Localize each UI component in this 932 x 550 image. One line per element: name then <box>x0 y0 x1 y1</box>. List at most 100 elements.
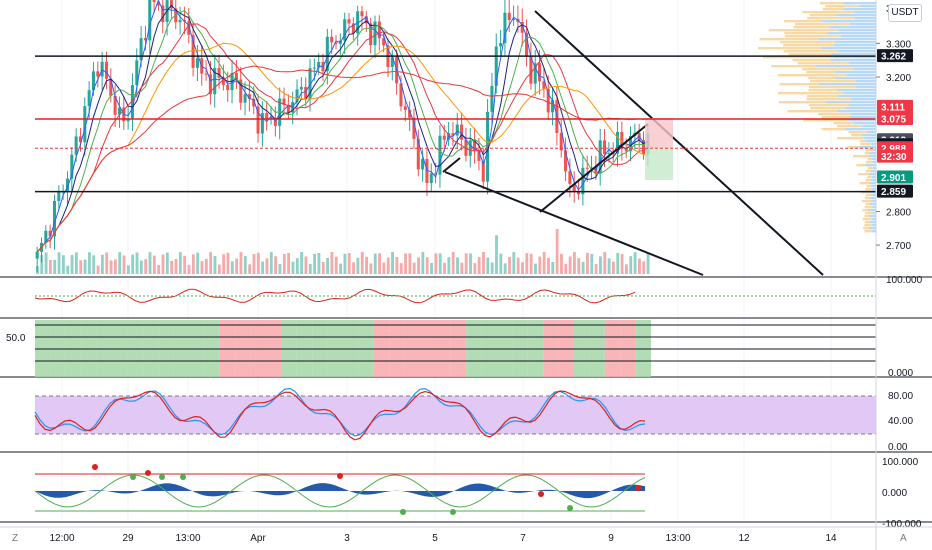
profile-bar <box>758 47 821 50</box>
signal-dot <box>538 491 544 497</box>
profile-bar <box>865 203 870 206</box>
candle-body <box>490 85 494 112</box>
candle-body <box>217 67 221 78</box>
price-axis[interactable]: 3.3003.2002.8002.7003.43.2623.1113.0753.… <box>875 0 913 550</box>
candle-body <box>169 0 173 9</box>
candle-body <box>594 167 598 174</box>
profile-bar <box>872 167 876 170</box>
signal-dot <box>337 473 343 479</box>
profile-bar <box>853 11 876 14</box>
candle-body <box>143 38 147 41</box>
profile-bar <box>834 56 876 59</box>
profile-bar <box>840 35 876 38</box>
time-tick-label: 12:00 <box>49 533 74 544</box>
candle-body <box>96 71 100 77</box>
profile-bar <box>869 152 876 155</box>
time-tick-label: 5 <box>432 533 438 544</box>
candle-body <box>78 136 82 143</box>
panel-axis-label: 80.00 <box>888 391 913 402</box>
candle-body <box>239 79 243 103</box>
volume-bar <box>213 255 217 274</box>
price-tag-label: 3.262 <box>881 52 906 63</box>
profile-bar <box>869 182 876 185</box>
volume-bar <box>66 265 70 274</box>
profile-bar <box>820 2 844 5</box>
candle-body <box>434 173 438 175</box>
profile-bar <box>821 128 846 131</box>
candle-body <box>481 160 485 182</box>
volume-bar <box>74 252 78 274</box>
price-tag <box>877 184 913 198</box>
profile-bar <box>825 101 876 104</box>
volume-bar <box>118 252 122 274</box>
panel-axis-label: 100.000 <box>882 457 919 468</box>
volume-bar <box>165 252 169 274</box>
time-axis[interactable]: 12:00 29 13:00 Apr 3 5 7 9 13:00 12 14 <box>0 526 932 544</box>
signal-dot <box>145 470 151 476</box>
volume-bar <box>70 254 74 274</box>
time-tick-label: Apr <box>250 533 266 544</box>
candle-body <box>551 100 555 113</box>
profile-bar <box>829 26 876 29</box>
candle-body <box>477 150 481 161</box>
candle-body <box>109 78 113 96</box>
volume-bar <box>48 260 52 274</box>
price-tag <box>877 112 913 126</box>
profile-bar <box>763 56 835 59</box>
signal-dot <box>180 474 186 480</box>
volume-bar <box>447 257 451 274</box>
profile-bar <box>854 17 876 20</box>
profile-bar <box>808 77 836 80</box>
candle-body <box>438 135 442 175</box>
volume-bar <box>555 229 559 274</box>
profile-bar <box>837 137 864 140</box>
candle-body <box>564 150 568 172</box>
profile-bar <box>821 116 850 119</box>
volume-profile <box>758 2 876 233</box>
candle-body <box>70 154 74 179</box>
time-tick-label: 29 <box>122 533 134 544</box>
profile-bar <box>771 65 816 68</box>
profile-bar <box>787 110 837 113</box>
profile-bar <box>869 215 876 218</box>
volume-bar <box>568 256 572 274</box>
profile-bar <box>869 203 876 206</box>
zoom-reset-button[interactable]: Z <box>12 533 19 544</box>
profile-bar <box>871 179 876 182</box>
profile-bar <box>859 140 867 143</box>
candle-body <box>598 140 602 174</box>
volume-bar <box>495 235 498 274</box>
volume-bar <box>573 252 576 274</box>
profile-bar <box>827 32 876 35</box>
candle-body <box>87 90 91 107</box>
horizontal-levels[interactable] <box>35 55 876 193</box>
profile-bar <box>866 140 876 143</box>
signal-dot <box>130 474 136 480</box>
volume-bar <box>438 253 442 274</box>
volume-bar <box>577 258 581 274</box>
profile-bar <box>864 215 870 218</box>
volume-bar <box>620 254 624 274</box>
volume-bar <box>161 254 165 274</box>
volume-bar <box>100 254 104 274</box>
trendline-drawings[interactable] <box>442 10 824 276</box>
volume-bar <box>148 252 152 274</box>
time-tick-label: 12 <box>738 533 750 544</box>
price-tag-label: 32:30 <box>881 152 907 163</box>
candle-body <box>113 95 117 115</box>
profile-bar <box>866 170 871 173</box>
volume-bar <box>612 261 615 274</box>
candle-body <box>247 94 251 99</box>
profile-bar <box>864 152 870 155</box>
auto-scale-button[interactable]: A <box>900 533 907 544</box>
profile-bar <box>810 80 857 83</box>
candle-body <box>152 0 156 2</box>
volume-bar <box>503 263 507 274</box>
currency-button[interactable]: USDT <box>888 4 922 22</box>
volume-bar <box>226 252 230 274</box>
profile-bar <box>833 122 854 125</box>
profile-bar <box>803 119 848 122</box>
volume-bar <box>83 259 87 274</box>
volume-bar <box>473 263 477 274</box>
